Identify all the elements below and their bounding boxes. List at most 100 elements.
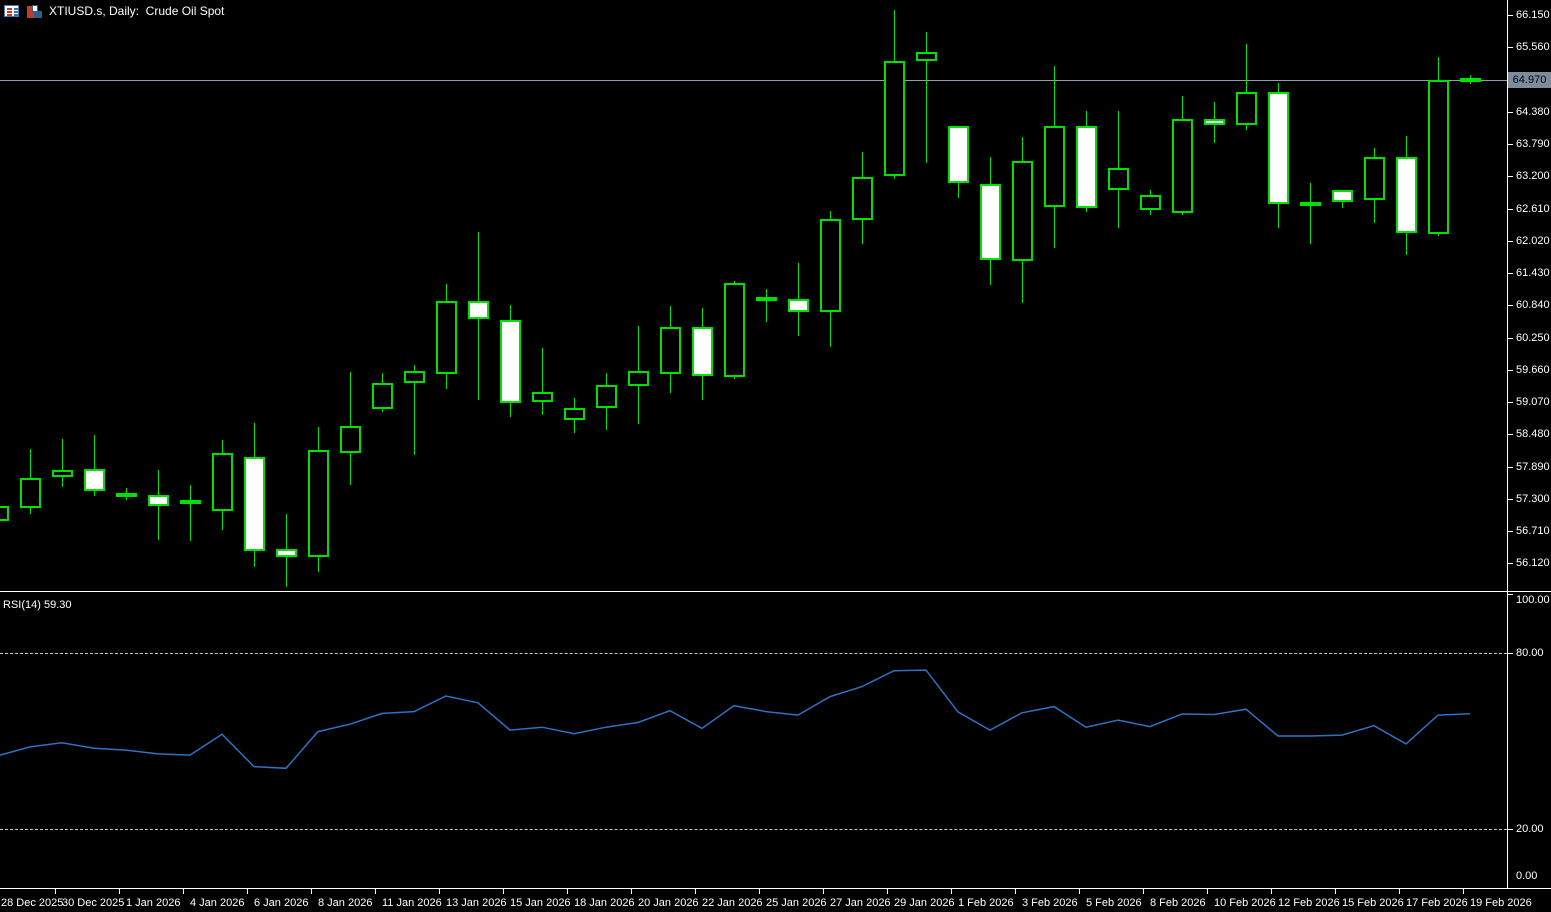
time-tick — [503, 889, 504, 894]
price-tick-label: 66.150 — [1516, 9, 1550, 21]
time-tick — [567, 889, 568, 894]
price-tick-label: 64.380 — [1516, 106, 1550, 118]
candle-bearish — [500, 320, 521, 403]
price-tick-label: 58.480 — [1516, 428, 1550, 440]
time-tick — [375, 889, 376, 894]
candle-bearish — [948, 125, 969, 183]
price-tick — [1507, 305, 1513, 306]
time-tick — [823, 889, 824, 894]
candle-bullish — [532, 391, 553, 403]
time-tick — [183, 889, 184, 894]
candle-wick — [1246, 43, 1247, 130]
price-tick — [1507, 144, 1513, 145]
time-tick-label: 30 Dec 2025 — [62, 897, 125, 909]
price-tick — [1507, 47, 1513, 48]
main-chart-panel[interactable] — [0, 0, 1507, 591]
candle-wick — [414, 365, 415, 456]
time-tick — [1143, 889, 1144, 894]
price-tick — [1507, 338, 1513, 339]
price-tick-label: 65.560 — [1516, 41, 1550, 53]
time-tick — [695, 889, 696, 894]
quotes-grid-icon[interactable] — [4, 5, 19, 17]
price-tick — [1507, 273, 1513, 274]
candle-bullish — [852, 176, 873, 220]
candle-bullish — [756, 296, 777, 302]
time-tick — [631, 889, 632, 894]
candle-bullish — [180, 499, 201, 504]
candle-bullish — [212, 453, 233, 511]
rsi-tick-label: 100.00 — [1516, 594, 1550, 606]
price-tick-label: 59.070 — [1516, 396, 1550, 408]
time-tick — [55, 889, 56, 894]
candle-bullish — [116, 492, 137, 498]
time-tick-label: 4 Jan 2026 — [190, 897, 245, 909]
candle-bullish — [820, 218, 841, 312]
candle-bearish — [1268, 91, 1289, 205]
rsi-tick — [1507, 653, 1513, 654]
rsi-level-80-line — [0, 653, 1507, 654]
current-price-badge: 64.970 — [1508, 72, 1551, 88]
time-tick-label: 1 Jan 2026 — [126, 897, 181, 909]
candle-bullish — [0, 505, 9, 522]
candle-bullish — [916, 52, 937, 62]
time-tick-label: 28 Dec 2025 — [1, 897, 64, 909]
candle-bearish — [84, 469, 105, 491]
price-tick — [1507, 499, 1513, 500]
rsi-panel[interactable] — [0, 594, 1507, 888]
rsi-line — [0, 669, 1471, 770]
rsi-tick-label: 0.00 — [1516, 870, 1538, 882]
price-tick — [1507, 241, 1513, 242]
price-tick — [1507, 531, 1513, 532]
candle-wick — [766, 289, 767, 322]
time-tick-label: 6 Jan 2026 — [254, 897, 309, 909]
time-tick-label: 29 Jan 2026 — [894, 897, 955, 909]
candle-wick — [926, 32, 927, 164]
time-tick-label: 3 Feb 2026 — [1022, 897, 1078, 909]
rsi-tick-label: 80.00 — [1516, 647, 1544, 659]
chart-title-row: XTIUSD.s, Daily: Crude Oil Spot — [4, 4, 224, 18]
candle-bullish — [884, 60, 905, 177]
candle-bearish — [468, 301, 489, 319]
time-tick — [1399, 889, 1400, 894]
price-tick-label: 57.300 — [1516, 493, 1550, 505]
time-tick-label: 17 Feb 2026 — [1406, 897, 1468, 909]
price-tick-label: 63.200 — [1516, 170, 1550, 182]
candle-wick — [190, 485, 191, 542]
candle-wick — [62, 439, 63, 487]
price-tick — [1507, 112, 1513, 113]
price-tick-label: 56.710 — [1516, 525, 1550, 537]
price-tick — [1507, 402, 1513, 403]
time-axis-line — [0, 888, 1551, 889]
price-tick-label: 56.120 — [1516, 557, 1550, 569]
time-tick-label: 20 Jan 2026 — [638, 897, 699, 909]
candle-bullish — [660, 326, 681, 375]
rsi-tick-label: 20.00 — [1516, 823, 1544, 835]
candle-bullish — [1172, 119, 1193, 213]
time-tick — [247, 889, 248, 894]
price-tick — [1507, 370, 1513, 371]
price-tick — [1507, 467, 1513, 468]
chart-window-icon[interactable] — [27, 4, 42, 18]
panel-separator[interactable] — [0, 591, 1551, 592]
price-tick — [1507, 434, 1513, 435]
candle-bullish — [1300, 201, 1321, 206]
candle-bullish — [1428, 79, 1449, 235]
candle-bullish — [20, 477, 41, 508]
candle-bearish — [1332, 189, 1353, 202]
time-tick — [887, 889, 888, 894]
candle-bearish — [148, 495, 169, 506]
rsi-tick — [1507, 888, 1513, 889]
candle-bullish — [1236, 91, 1257, 125]
candle-bullish — [564, 407, 585, 421]
price-tick — [1507, 563, 1513, 564]
candle-wick — [1310, 182, 1311, 244]
candle-bearish — [1396, 156, 1417, 233]
candle-wick — [542, 348, 543, 416]
price-tick-label: 63.790 — [1516, 138, 1550, 150]
rsi-tick — [1507, 594, 1513, 595]
rsi-indicator-label: RSI(14) 59.30 — [3, 599, 72, 611]
current-price-line — [0, 80, 1507, 81]
candle-bullish — [596, 384, 617, 409]
candle-bullish — [1044, 125, 1065, 207]
